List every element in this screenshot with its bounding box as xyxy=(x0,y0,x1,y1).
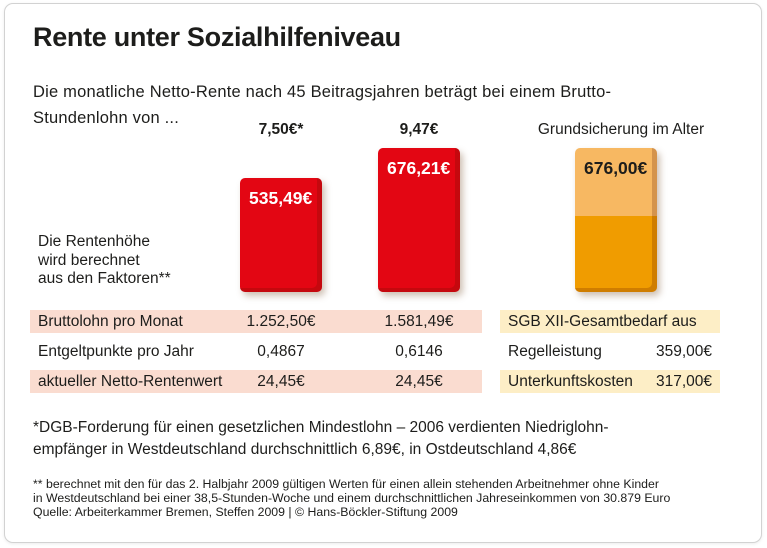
footnote-berechnung-line1: ** berechnet mit den für das 2. Halbjahr… xyxy=(33,477,659,491)
table-row-bruttolohn: Bruttolohn pro Monat 1.252,50€ 1.581,49€ xyxy=(30,310,482,333)
table-row-sgb-header: SGB XII-Gesamtbedarf aus xyxy=(500,310,720,333)
row-value-col1: 0,4867 xyxy=(257,342,305,360)
calculation-note: Die Rentenhöhe wird berechnet aus den Fa… xyxy=(38,233,171,289)
calculation-note-line2: wird berechnet xyxy=(38,251,140,269)
grundsicherung-header: Grundsicherung im Alter xyxy=(537,121,705,138)
row-value-col2: 1.581,49€ xyxy=(384,312,454,330)
row-label: aktueller Netto-Rentenwert xyxy=(38,372,223,390)
calculation-note-line3: aus den Faktoren** xyxy=(38,270,171,287)
bar-value-label-grundsicherung: 676,00€ xyxy=(584,158,648,178)
bar-value-label-947: 676,21€ xyxy=(387,158,451,178)
row-value: 359,00€ xyxy=(655,342,712,360)
row-label: Unterkunftskosten xyxy=(508,372,633,390)
page-title: Rente unter Sozialhilfeniveau xyxy=(33,22,401,52)
row-value: 317,00€ xyxy=(655,372,712,390)
needs-table-header: SGB XII-Gesamtbedarf aus xyxy=(508,312,697,330)
row-label: Bruttolohn pro Monat xyxy=(38,312,183,330)
row-value-col1: 1.252,50€ xyxy=(246,312,316,330)
chart-subtitle: Die monatliche Netto-Rente nach 45 Beitr… xyxy=(33,79,611,131)
row-value-col2: 0,6146 xyxy=(395,342,443,360)
calculation-note-line1: Die Rentenhöhe xyxy=(38,233,151,250)
table-row-rentenwert: aktueller Netto-Rentenwert 24,45€ 24,45€ xyxy=(30,370,482,393)
row-label: Regelleistung xyxy=(508,342,602,360)
chart-subtitle-line2: Stundenlohn von ... xyxy=(33,109,179,127)
footnote-berechnung-und-quelle: ** berechnet mit den für das 2. Halbjahr… xyxy=(33,477,670,519)
footnote-mindestlohn-line1: *DGB-Forderung für einen gesetzlichen Mi… xyxy=(33,419,609,436)
footnote-mindestlohn: *DGB-Forderung für einen gesetzlichen Mi… xyxy=(33,417,609,461)
table-row-unterkunftskosten: Unterkunftskosten 317,00€ xyxy=(500,370,720,393)
source-line: Quelle: Arbeiterkammer Bremen, Steffen 2… xyxy=(33,505,458,519)
bar-rente-wage-947: 676,21€ xyxy=(378,148,460,292)
regelleistung-segment xyxy=(575,216,657,292)
table-row-regelleistung: Regelleistung 359,00€ xyxy=(500,340,720,363)
footnote-berechnung-line2: in Westdeutschland bei einer 38,5-Stunde… xyxy=(33,491,671,505)
table-row-entgeltpunkte: Entgeltpunkte pro Jahr 0,4867 0,6146 xyxy=(30,340,482,363)
bar-rente-wage-750: 535,49€ xyxy=(240,178,322,292)
row-label: Entgeltpunkte pro Jahr xyxy=(38,342,194,360)
bar-value-label-750: 535,49€ xyxy=(249,188,313,208)
row-value-col1: 24,45€ xyxy=(257,372,305,390)
row-value-col2: 24,45€ xyxy=(395,372,443,390)
wage-header-947: 9,47€ xyxy=(399,121,439,138)
footnote-mindestlohn-line2: empfänger in Westdeutschland durchschnit… xyxy=(33,441,577,458)
bar-grundsicherung: 676,00€ xyxy=(575,148,657,292)
chart-subtitle-line1: Die monatliche Netto-Rente nach 45 Beitr… xyxy=(33,83,612,101)
wage-header-750: 7,50€* xyxy=(258,121,304,138)
